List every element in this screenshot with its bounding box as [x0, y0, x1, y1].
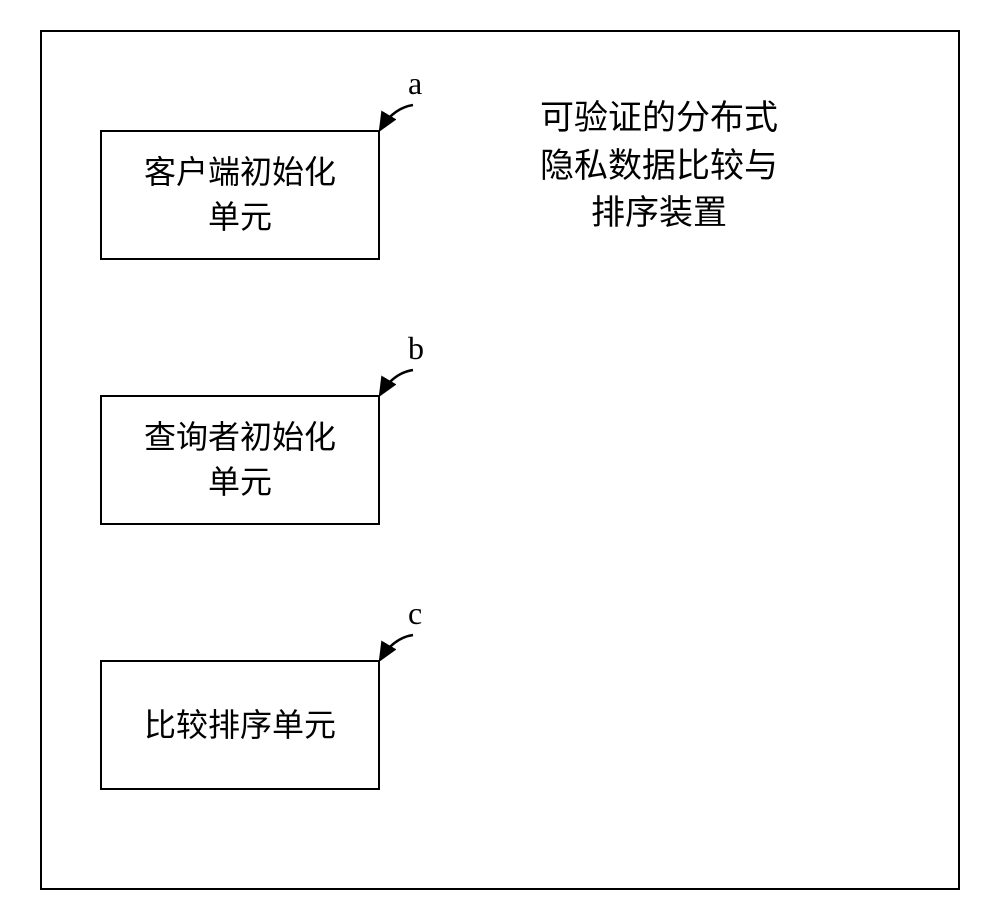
label-a: a: [408, 65, 422, 102]
box-c-line1: 比较排序单元: [144, 707, 336, 743]
box-a-line1: 客户端初始化: [144, 154, 336, 190]
box-a-line2: 单元: [208, 199, 272, 235]
label-c: c: [408, 595, 422, 632]
diagram-title: 可验证的分布式 隐私数据比较与 排序装置: [540, 95, 778, 238]
box-b-text: 查询者初始化 单元: [144, 415, 336, 505]
label-b: b: [408, 330, 424, 367]
box-c: 比较排序单元: [100, 660, 380, 790]
title-line-3: 排序装置: [591, 195, 727, 232]
box-b-line2: 单元: [208, 464, 272, 500]
box-b-line1: 查询者初始化: [144, 419, 336, 455]
box-c-text: 比较排序单元: [144, 703, 336, 748]
title-line-2: 隐私数据比较与: [540, 148, 778, 185]
box-a: 客户端初始化 单元: [100, 130, 380, 260]
title-line-1: 可验证的分布式: [540, 100, 778, 137]
box-a-text: 客户端初始化 单元: [144, 150, 336, 240]
box-b: 查询者初始化 单元: [100, 395, 380, 525]
